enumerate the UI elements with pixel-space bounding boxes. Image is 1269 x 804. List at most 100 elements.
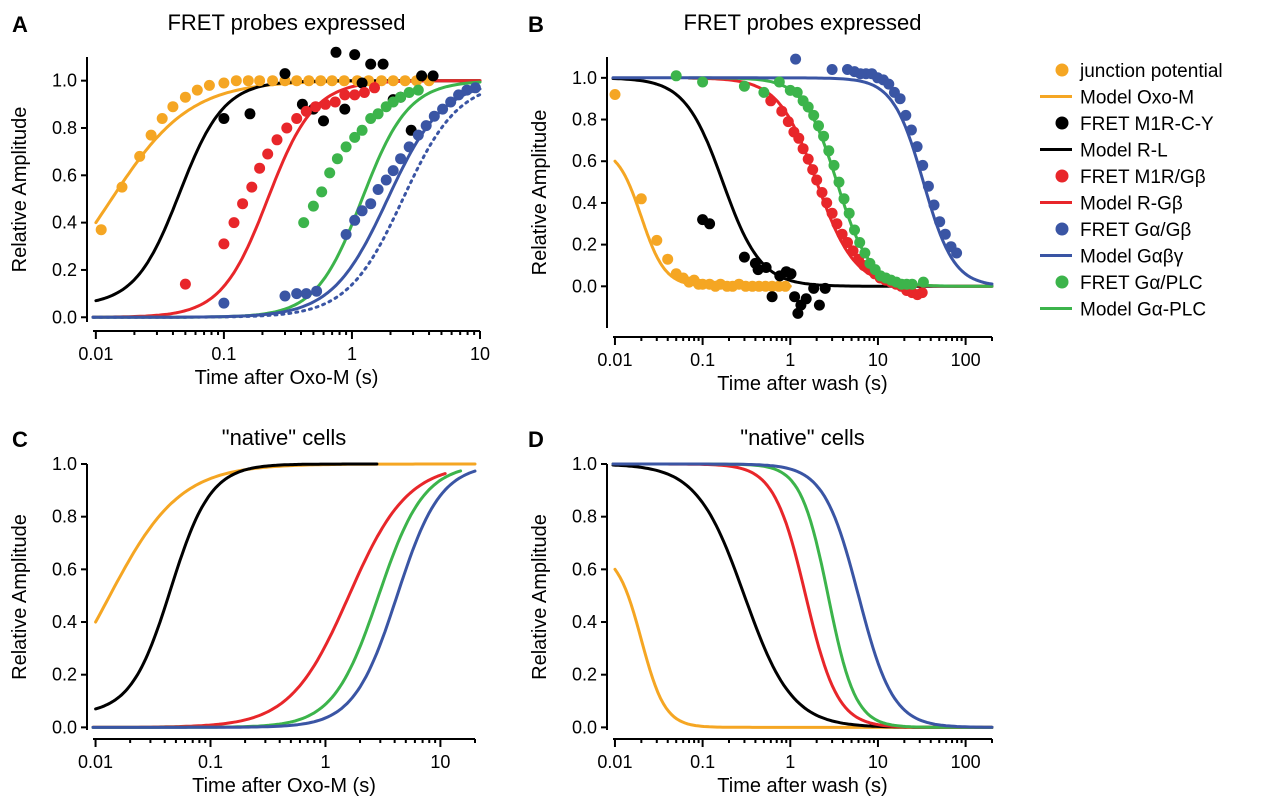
data-point (670, 70, 682, 82)
data-point (900, 109, 912, 121)
data-point (237, 198, 249, 210)
y-tick-label: 0.4 (572, 612, 597, 632)
x-tick-label: 100 (951, 752, 981, 772)
data-point (826, 207, 838, 219)
data-point (813, 299, 825, 311)
data-point (469, 82, 481, 94)
data-point (349, 131, 361, 143)
data-point (349, 214, 361, 226)
y-tick-label: 0.0 (52, 717, 77, 737)
series-line (94, 462, 379, 711)
series-line (91, 469, 477, 729)
chart-title: FRET probes expressed (167, 10, 405, 35)
data-point (403, 87, 415, 98)
data-point (326, 75, 338, 87)
data-point (291, 75, 303, 87)
data-point (291, 113, 303, 124)
data-point (905, 124, 917, 136)
data-point (179, 91, 191, 103)
data-point (372, 108, 384, 120)
panel-letter: C (12, 427, 28, 452)
data-point (244, 108, 256, 120)
x-tick-label: 10 (470, 344, 490, 364)
data-point (420, 120, 432, 132)
data-point (356, 205, 368, 217)
data-point (800, 293, 812, 305)
series-line (91, 469, 463, 729)
legend: junction potential Model Oxo-M FRET M1R-C-… (1040, 61, 1223, 321)
data-point (894, 93, 906, 105)
x-tick-label: 0.1 (690, 350, 715, 370)
data-point (760, 262, 772, 273)
data-point (428, 110, 440, 122)
data-point (773, 76, 785, 88)
x-tick-label: 0.01 (78, 344, 113, 364)
data-point (116, 181, 128, 193)
y-axis-title: Relative Amplitude (529, 110, 551, 276)
data-point (329, 96, 341, 108)
legend-marker (1055, 275, 1069, 289)
data-point (311, 285, 323, 297)
data-point (951, 247, 963, 259)
data-point (387, 75, 399, 87)
y-tick-label: 0.0 (572, 717, 597, 737)
data-point (300, 105, 312, 117)
data-point (797, 143, 809, 155)
legend-marker (1055, 222, 1069, 236)
chart-title: FRET probes expressed (683, 10, 921, 35)
legend-label: FRET M1R-C-Y (1080, 114, 1214, 135)
y-tick-label: 1.0 (572, 454, 597, 474)
x-axis-title: Time after Oxo-M (s) (195, 367, 379, 389)
data-point (854, 237, 866, 248)
data-point (218, 113, 230, 124)
data-point (819, 282, 831, 294)
y-axis-title: Relative Amplitude (529, 514, 551, 680)
data-point (847, 245, 859, 257)
data-point (776, 105, 788, 117)
data-point (928, 199, 940, 211)
series-line (611, 462, 994, 729)
data-point (412, 84, 424, 96)
data-point (331, 153, 343, 165)
panel-c: C "native" cells 0.0 0.2 0.4 0.6 0.8 1.0 0.01 0.1… (9, 425, 477, 797)
data-point (791, 86, 803, 98)
y-tick-label: 1.0 (572, 68, 597, 88)
data-point (303, 75, 315, 87)
panel-a: A FRET probes expressed 0.0 0.2 0.4 0.6 0.8 1.0… (9, 10, 490, 389)
data-point (254, 162, 266, 174)
data-point (330, 46, 342, 58)
y-tick-label: 0.6 (572, 559, 597, 579)
panel-b: B FRET probes expressed 0.0 0.2 0.4 0.6 0.8 1.0… (528, 10, 994, 395)
data-point (807, 164, 819, 176)
data-point (917, 276, 929, 288)
series-line (91, 80, 482, 319)
data-point (300, 288, 312, 300)
data-point (828, 159, 840, 171)
x-tick-label: 10 (868, 752, 888, 772)
data-point (790, 53, 802, 65)
x-tick-label: 1 (320, 752, 330, 772)
data-point (836, 228, 848, 240)
data-point (793, 132, 805, 144)
data-point (403, 141, 415, 153)
data-point (191, 84, 203, 96)
data-point (427, 70, 439, 82)
data-point (758, 86, 770, 98)
data-point (358, 87, 370, 98)
data-point (377, 58, 389, 70)
data-point (203, 79, 215, 91)
legend-label: Model Oxo-M (1080, 88, 1194, 109)
legend-label: junction potential (1079, 61, 1223, 82)
data-point (934, 216, 946, 228)
y-axis-title: Relative Amplitude (9, 107, 31, 273)
y-tick-label: 0.2 (572, 235, 597, 255)
data-point (324, 167, 336, 179)
y-tick-label: 0.8 (52, 118, 77, 138)
data-point (179, 278, 191, 290)
y-tick-label: 0.8 (572, 507, 597, 527)
x-axis-title: Time after wash (s) (717, 373, 887, 395)
data-point (310, 101, 322, 113)
chart-title: "native" cells (222, 425, 346, 450)
x-tick-label: 100 (951, 350, 981, 370)
